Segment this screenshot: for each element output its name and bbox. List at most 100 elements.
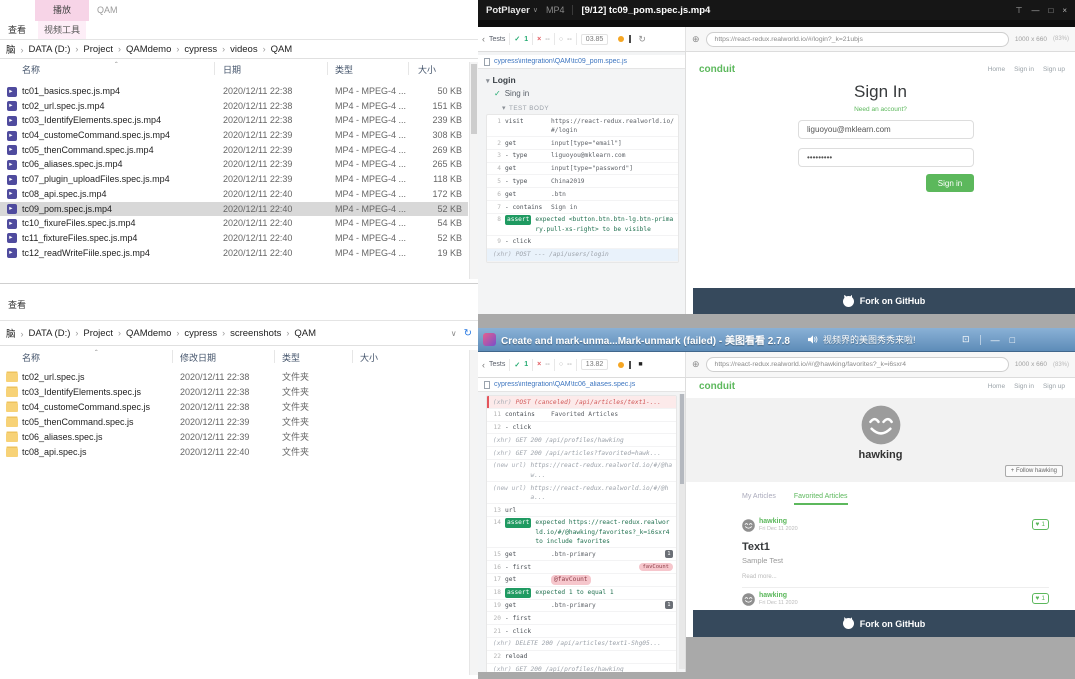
command-row[interactable]: (xhr) POST (canceled) /api/articles/text… <box>487 396 676 409</box>
command-row[interactable]: 16 - first favCount <box>487 561 676 574</box>
file-row[interactable]: tc08_api.spec.js.mp4 2020/12/11 22:40 MP… <box>0 187 468 202</box>
breadcrumb-item[interactable]: 脑 <box>6 326 29 340</box>
pin-icon[interactable]: ⊤ <box>1015 5 1023 15</box>
command-row[interactable]: (xhr) GET 200 /api/articles?favorited=ha… <box>487 447 676 460</box>
selector-playground-icon[interactable]: ⊕ <box>692 359 700 369</box>
stop-icon[interactable]: ■ <box>638 361 643 368</box>
column-divider[interactable] <box>352 350 353 363</box>
signin-button[interactable]: Sign in <box>926 174 974 192</box>
close-icon[interactable]: × <box>1062 5 1067 15</box>
aut-url[interactable]: https://react-redux.realworld.io/#/login… <box>705 31 1009 47</box>
file-row[interactable]: tc06_aliases.spec.js.mp4 2020/12/11 22:3… <box>0 157 468 172</box>
breadcrumb-item[interactable]: videos <box>230 44 270 55</box>
ribbon-tab-play[interactable]: 播放 <box>35 0 89 21</box>
command-row[interactable]: (new url) https://react-redux.realworld.… <box>487 460 676 483</box>
follow-button[interactable]: + Follow hawking <box>1004 465 1063 477</box>
breadcrumb-item[interactable]: cypress <box>184 328 230 339</box>
address-bar[interactable]: 脑DATA (D:)ProjectQAMdemocypressscreensho… <box>0 320 478 346</box>
breadcrumb-item[interactable]: DATA (D:) <box>29 328 84 339</box>
suite-row[interactable]: ▾ Login <box>486 75 516 85</box>
fork-on-github-bar[interactable]: Fork on GitHub <box>693 610 1075 637</box>
author-avatar[interactable] <box>742 593 755 606</box>
scrollbar-thumb[interactable] <box>680 394 684 484</box>
password-field[interactable] <box>798 148 974 167</box>
test-row[interactable]: ✓ Sing in <box>494 89 529 98</box>
fork-on-github-bar[interactable]: Fork on GitHub <box>693 288 1075 314</box>
command-row[interactable]: 18 assert expected 1 to equal 1 <box>487 587 676 600</box>
command-row[interactable]: 2 get input[type="email"] <box>487 137 678 150</box>
folder-row[interactable]: tc02_url.spec.js 2020/12/11 22:38 文件夹 <box>0 370 468 385</box>
profile-avatar[interactable] <box>861 405 901 445</box>
command-row[interactable]: 7 - contains Sign in <box>487 201 678 214</box>
breadcrumb-item[interactable]: QAMdemo <box>126 44 184 55</box>
minimize-icon[interactable]: — <box>990 334 1000 345</box>
command-row[interactable]: 15 get .btn-primary 1 <box>487 548 676 562</box>
read-more-link[interactable]: Read more... <box>742 574 777 580</box>
file-row[interactable]: tc11_fixtureFiles.spec.js.mp4 2020/12/11… <box>0 231 468 246</box>
command-row[interactable]: 4 get input[type="password"] <box>487 163 678 176</box>
breadcrumb-item[interactable]: DATA (D:) <box>29 44 84 55</box>
restart-tests-icon[interactable]: ↻ <box>638 33 646 44</box>
favorite-button[interactable]: ♥ 1 <box>1031 593 1049 604</box>
conduit-brand[interactable]: conduit <box>699 381 736 392</box>
selector-playground-icon[interactable]: ⊕ <box>692 33 700 44</box>
nav-link[interactable]: Sign in <box>1014 383 1034 390</box>
address-dropdown-icon[interactable]: ∨ <box>450 329 457 338</box>
auto-scroll-indicator[interactable] <box>618 36 625 42</box>
author-link[interactable]: hawking <box>759 518 788 525</box>
file-row[interactable]: tc02_url.spec.js.mp4 2020/12/11 22:38 MP… <box>0 99 468 114</box>
author-avatar[interactable] <box>742 519 755 532</box>
column-header-size[interactable]: 大小 <box>360 353 379 363</box>
folder-row[interactable]: tc05_thenCommand.spec.js 2020/12/11 22:3… <box>0 415 468 430</box>
file-row[interactable]: tc12_readWriteFiile.spec.js.mp4 2020/12/… <box>0 246 468 261</box>
command-row[interactable]: 9 - click <box>487 236 678 249</box>
command-row[interactable]: 13 url <box>487 504 676 517</box>
feed-tab[interactable]: My Articles <box>742 493 776 500</box>
toggle-bar-icon[interactable] <box>629 360 632 369</box>
command-row[interactable]: 8 assert expected <button.btn.btn-lg.btn… <box>487 214 678 236</box>
author-link[interactable]: hawking <box>759 592 788 599</box>
command-row[interactable]: 22 reload <box>487 651 676 664</box>
breadcrumb-item[interactable]: Project <box>83 44 126 55</box>
command-row[interactable]: 12 - click <box>487 422 676 435</box>
menu-dropdown-icon[interactable]: ∨ <box>532 7 538 14</box>
article-title[interactable]: Text1 <box>742 541 770 553</box>
nav-link[interactable]: Sign in <box>1014 66 1034 73</box>
column-header-type[interactable]: 类型 <box>335 65 354 75</box>
breadcrumb-item[interactable]: QAMdemo <box>126 328 184 339</box>
file-row[interactable]: tc03_IdentifyElements.spec.js.mp4 2020/1… <box>0 113 468 128</box>
nav-link[interactable]: Home <box>987 66 1006 73</box>
ribbon-tab-view[interactable]: 查看 <box>8 300 27 310</box>
auto-scroll-indicator[interactable] <box>618 361 625 368</box>
column-divider[interactable] <box>274 350 275 363</box>
toggle-bar-icon[interactable] <box>629 35 632 43</box>
back-chevron-icon[interactable]: ‹ <box>482 34 485 44</box>
collapse-caret-icon[interactable]: ▾ <box>486 78 490 85</box>
column-divider[interactable] <box>327 62 328 75</box>
folder-row[interactable]: tc06_aliases.spec.js 2020/12/11 22:39 文件… <box>0 430 468 445</box>
folder-row[interactable]: tc03_IdentifyElements.spec.js 2020/12/11… <box>0 385 468 400</box>
command-row[interactable]: (xhr) POST --- /api/users/login <box>487 248 678 262</box>
command-row[interactable]: (xhr) DELETE 200 /api/articles/text1-Shg… <box>487 638 676 651</box>
column-header-type[interactable]: 类型 <box>282 353 301 363</box>
folder-row[interactable]: tc04_customeCommand.spec.js 2020/12/11 2… <box>0 400 468 415</box>
test-body-section[interactable]: ▾ TEST BODY <box>502 104 549 112</box>
tests-label[interactable]: Tests <box>489 35 506 43</box>
scrollbar[interactable] <box>679 394 685 669</box>
collapse-caret-icon[interactable]: ▾ <box>502 105 507 112</box>
column-divider[interactable] <box>214 62 215 75</box>
command-row[interactable]: (xhr) GET 200 /api/profiles/hawking <box>487 434 676 448</box>
breadcrumb-item[interactable]: Project <box>83 328 126 339</box>
file-row[interactable]: tc07_plugin_uploadFiles.spec.js.mp4 2020… <box>0 172 468 187</box>
column-header-size[interactable]: 大小 <box>418 65 437 75</box>
column-divider[interactable] <box>172 350 173 363</box>
potplayer-titlebar[interactable]: PotPlayer ∨ MP4 [9/12] tc09_pom.spec.js.… <box>478 0 1075 20</box>
command-row[interactable]: (new url) https://react-redux.realworld.… <box>487 482 676 505</box>
nav-link[interactable]: Home <box>987 383 1006 390</box>
address-refresh-icon[interactable]: ↻ <box>463 328 472 339</box>
spec-file-tab[interactable]: cypress\integration\QAM\tc06_aliases.spe… <box>478 378 685 392</box>
command-row[interactable]: 5 - type China2019 <box>487 175 678 189</box>
command-row[interactable]: 14 assert expected https://react-redux.r… <box>487 517 676 549</box>
breadcrumb-item[interactable]: QAM <box>294 327 316 339</box>
command-row[interactable]: 1 visit https://react-redux.realworld.io… <box>487 115 678 138</box>
